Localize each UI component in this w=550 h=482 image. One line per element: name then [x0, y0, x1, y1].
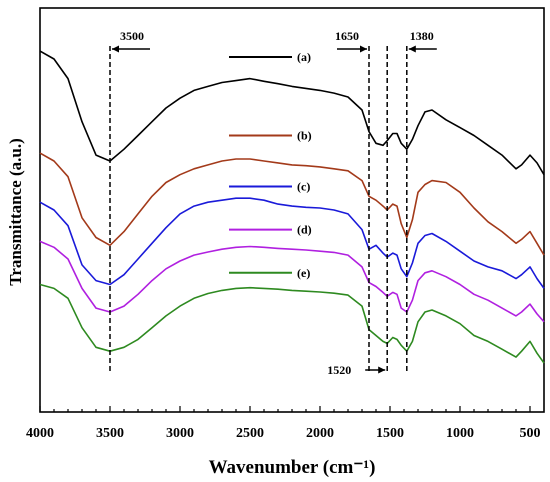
- ann-1380-arrow-head: [408, 45, 416, 53]
- legend-label-d: (d): [297, 223, 312, 237]
- annotation-1520: 1520: [327, 363, 351, 377]
- plot-area-border: [39, 7, 545, 413]
- inline-legend: (a) (b) (c) (d) (e): [229, 50, 312, 280]
- x-tick-label-1500: 1500: [376, 426, 404, 441]
- legend-label-b: (b): [297, 128, 312, 142]
- series-layer: [39, 50, 545, 364]
- x-tick-label-2000: 2000: [306, 426, 334, 441]
- legend-label-a: (a): [297, 50, 311, 64]
- reference-lines: 3500 1650 1380 1520: [109, 29, 437, 377]
- series-line-e: [39, 283, 545, 364]
- x-tick-label-3000: 3000: [166, 426, 194, 441]
- x-axis: 4000 3500 3000 2500 2000 1500 1000 500: [26, 406, 541, 441]
- ann-3500-arrow-head: [112, 45, 119, 53]
- ann-1650-arrow-head: [360, 45, 367, 53]
- x-axis-title: Wavenumber (cm⁻¹): [209, 457, 376, 478]
- ann-1520-arrow-head: [378, 366, 386, 374]
- y-axis-title: Transmittance (a.u.): [6, 138, 25, 285]
- x-tick-label-3500: 3500: [96, 426, 124, 441]
- plot-frame: [39, 7, 545, 413]
- x-tick-label-500: 500: [520, 426, 541, 441]
- annotation-1380: 1380: [410, 29, 434, 43]
- series-line-a: [39, 50, 545, 176]
- x-tick-label-2500: 2500: [236, 426, 264, 441]
- series-line-b: [39, 152, 545, 256]
- x-tick-label-4000: 4000: [26, 426, 54, 441]
- x-tick-label-1000: 1000: [446, 426, 474, 441]
- annotation-3500: 3500: [120, 29, 144, 43]
- legend-label-c: (c): [297, 179, 310, 193]
- series-line-c: [39, 197, 545, 289]
- series-line-d: [39, 240, 545, 323]
- legend-label-e: (e): [297, 266, 310, 280]
- annotation-1650: 1650: [335, 29, 359, 43]
